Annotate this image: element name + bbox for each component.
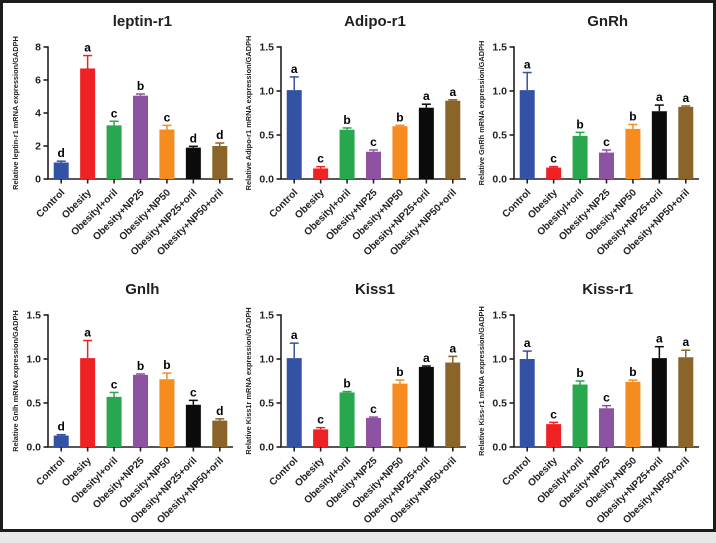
svg-text:1.0: 1.0	[259, 354, 274, 366]
bar-chart-kiss-r1: 0.00.51.01.5aControlcObesitybObesityl+or…	[477, 306, 699, 526]
svg-text:c: c	[550, 152, 557, 166]
svg-text:0.5: 0.5	[259, 130, 274, 142]
svg-text:a: a	[85, 41, 92, 55]
chart-title-adipo-r1: Adipo-r1	[344, 13, 406, 30]
svg-text:1.5: 1.5	[259, 310, 274, 322]
svg-text:1.5: 1.5	[492, 310, 507, 322]
svg-text:b: b	[396, 110, 403, 124]
svg-text:a: a	[423, 89, 430, 103]
svg-text:c: c	[550, 407, 557, 421]
chart-title-kiss-r1: Kiss-r1	[582, 281, 634, 298]
svg-text:1.0: 1.0	[492, 354, 507, 366]
chart-panel-gnlh: Gnlh 0.0 0.5 1.0 1.5 d Control a Obesity c Obesit…	[9, 275, 242, 543]
svg-text:0.0: 0.0	[492, 174, 507, 186]
svg-text:d: d	[58, 420, 65, 434]
svg-text:Relative GnRh mRNA expression/: Relative GnRh mRNA expression/GADPH	[477, 41, 486, 186]
svg-text:Relative Kiss1r mRNA expressio: Relative Kiss1r mRNA expression/GADPH	[244, 307, 253, 454]
svg-text:1.0: 1.0	[492, 86, 507, 98]
svg-text:d: d	[216, 128, 223, 142]
chart-title-gnrh: GnRh	[587, 13, 629, 30]
svg-text:c: c	[603, 391, 610, 405]
svg-text:c: c	[111, 377, 118, 391]
svg-text:c: c	[370, 135, 377, 149]
svg-text:b: b	[343, 377, 350, 391]
chart-title-kiss1: Kiss1	[354, 281, 395, 298]
svg-text:a: a	[291, 328, 298, 342]
chart-grid: leptin-r1 0 2 4 6 8 d Control a Obesity c Obesityl…	[9, 7, 707, 529]
svg-text:6: 6	[35, 75, 41, 87]
svg-text:0.0: 0.0	[259, 442, 274, 454]
svg-text:c: c	[370, 402, 377, 416]
chart-panel-gnrh: GnRh 0.0 0.5 1.0 1.5 a Control c Obesity b Obesit…	[474, 7, 707, 275]
bar-chart-gnrh: 0.00.51.01.5aControlcObesitybObesityl+or…	[477, 41, 699, 258]
svg-text:a: a	[524, 336, 531, 350]
svg-text:a: a	[682, 335, 689, 349]
svg-text:Relative Kiss-r1 mRNA expressi: Relative Kiss-r1 mRNA expression/GADPH	[477, 306, 486, 456]
svg-text:a: a	[682, 91, 689, 105]
bar-chart-leptin-r1: 02468dControlaObesitycObesityl+orilbObes…	[11, 36, 234, 258]
svg-text:4: 4	[35, 108, 41, 120]
svg-text:b: b	[137, 359, 144, 373]
svg-text:d: d	[190, 131, 197, 145]
svg-text:0.0: 0.0	[27, 442, 42, 454]
svg-text:b: b	[629, 365, 636, 379]
svg-text:c: c	[603, 135, 610, 149]
svg-text:1.5: 1.5	[492, 42, 507, 54]
chart-panel-leptin-r1: leptin-r1 0 2 4 6 8 d Control a Obesity c Obesityl…	[9, 7, 242, 275]
svg-text:a: a	[291, 62, 298, 76]
svg-text:a: a	[524, 58, 531, 72]
svg-text:b: b	[576, 117, 583, 131]
svg-text:b: b	[576, 366, 583, 380]
svg-text:a: a	[449, 85, 456, 99]
svg-text:Relative leptin-r1 mRNA expres: Relative leptin-r1 mRNA expression/GADPH	[11, 36, 20, 190]
svg-text:Relative Adipo-r1 mRNA express: Relative Adipo-r1 mRNA expression/GADPH	[244, 36, 253, 191]
svg-text:0.5: 0.5	[492, 130, 507, 142]
svg-text:c: c	[111, 106, 118, 120]
bar-chart-kiss1: 0.00.51.01.5aControlcObesitybObesityl+or…	[244, 307, 466, 526]
svg-text:0.0: 0.0	[492, 442, 507, 454]
svg-text:0.5: 0.5	[27, 398, 42, 410]
svg-text:b: b	[343, 113, 350, 127]
svg-text:a: a	[449, 341, 456, 355]
svg-text:d: d	[58, 146, 65, 160]
svg-text:a: a	[656, 90, 663, 104]
svg-text:0.5: 0.5	[492, 398, 507, 410]
svg-text:a: a	[85, 326, 92, 340]
svg-text:b: b	[396, 365, 403, 379]
svg-text:d: d	[216, 404, 223, 418]
svg-text:c: c	[317, 413, 324, 427]
chart-title-leptin-r1: leptin-r1	[112, 13, 172, 30]
svg-text:0.5: 0.5	[259, 398, 274, 410]
svg-text:1.0: 1.0	[27, 354, 42, 366]
svg-text:c: c	[164, 110, 171, 124]
svg-text:1.5: 1.5	[259, 42, 274, 54]
svg-text:b: b	[137, 79, 144, 93]
svg-text:1.5: 1.5	[27, 310, 42, 322]
bar-chart-gnlh: 0.00.51.01.5dControlaObesitycObesityl+or…	[11, 310, 234, 526]
svg-text:b: b	[629, 109, 636, 123]
chart-panel-kiss-r1: Kiss-r1 0.0 0.5 1.0 1.5 a Control c Obesity b Obe…	[474, 275, 707, 543]
svg-text:Relative Gnlh mRNA expression/: Relative Gnlh mRNA expression/GADPH	[11, 310, 20, 451]
figure-frame: leptin-r1 0 2 4 6 8 d Control a Obesity c Obesityl…	[0, 0, 716, 532]
svg-text:2: 2	[35, 141, 41, 153]
svg-text:1.0: 1.0	[259, 86, 274, 98]
chart-panel-kiss1: Kiss1 0.0 0.5 1.0 1.5 a Control c Obesity b Obesi…	[242, 275, 475, 543]
svg-text:c: c	[317, 152, 324, 166]
svg-text:a: a	[656, 332, 663, 346]
chart-panel-adipo-r1: Adipo-r1 0.0 0.5 1.0 1.5 a Control c Obesity b Ob…	[242, 7, 475, 275]
svg-text:8: 8	[35, 42, 41, 54]
svg-text:a: a	[423, 351, 430, 365]
chart-title-gnlh: Gnlh	[125, 281, 160, 298]
svg-text:0: 0	[35, 174, 41, 186]
svg-text:0.0: 0.0	[259, 174, 274, 186]
svg-text:c: c	[190, 385, 197, 399]
svg-text:b: b	[164, 358, 171, 372]
bar-chart-adipo-r1: 0.00.51.01.5aControlcObesitybObesityl+or…	[244, 36, 466, 258]
